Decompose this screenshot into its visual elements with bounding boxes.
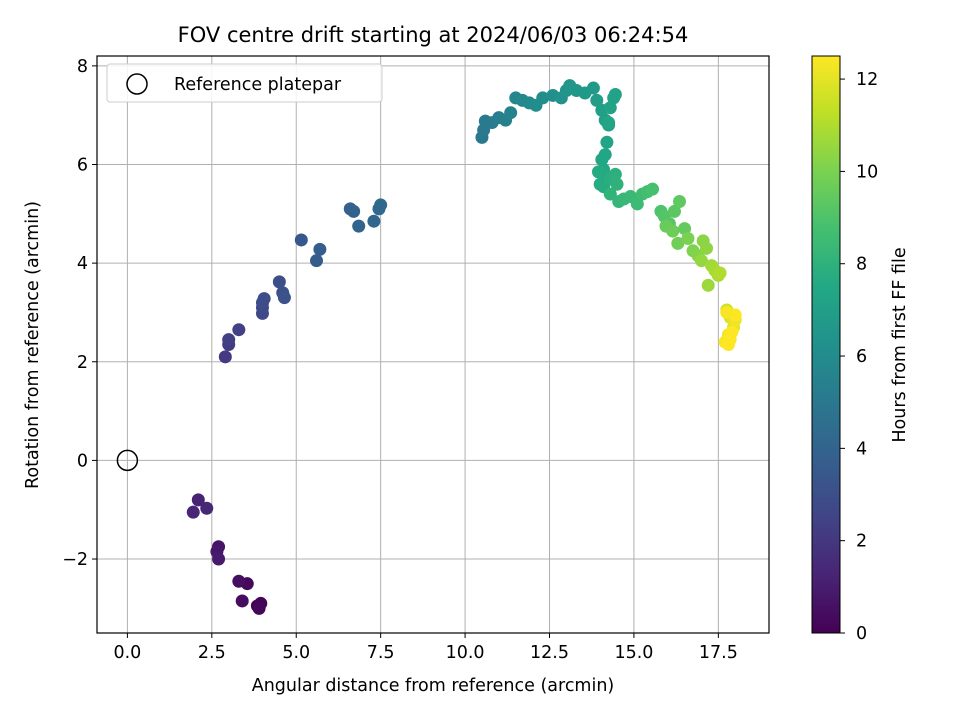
- y-axis-label: Rotation from reference (arcmin): [23, 201, 43, 489]
- data-point: [212, 552, 226, 566]
- data-point: [309, 254, 323, 268]
- data-point: [600, 135, 614, 149]
- plot-area-frame: [96, 55, 770, 634]
- colorbar-tick-label: 10: [856, 162, 878, 182]
- data-point: [610, 177, 624, 191]
- data-point: [595, 153, 609, 167]
- colorbar-tick-label: 0: [856, 624, 867, 644]
- data-point: [603, 187, 617, 201]
- data-point: [352, 219, 366, 233]
- data-point: [235, 594, 249, 608]
- data-point: [294, 233, 308, 247]
- y-tick-label: 2: [77, 353, 88, 373]
- data-point: [701, 278, 715, 292]
- data-point: [720, 305, 734, 319]
- data-point: [671, 236, 685, 250]
- colorbar-gradient: [811, 55, 841, 634]
- data-point: [272, 275, 286, 289]
- data-point: [591, 165, 605, 179]
- x-tick-label: 2.5: [198, 643, 226, 663]
- legend-marker-circle: [126, 73, 148, 95]
- chart-title: FOV centre drift starting at 2024/06/03 …: [178, 23, 689, 47]
- data-point: [277, 291, 291, 305]
- grid-lines: [97, 56, 769, 633]
- data-point: [374, 198, 388, 212]
- y-tick-label: 4: [77, 254, 88, 274]
- data-point: [200, 501, 214, 515]
- data-point: [347, 204, 361, 218]
- colorbar-ticks: 0 2 4 6 8 10 12: [840, 70, 878, 644]
- data-point: [645, 182, 659, 196]
- data-point: [721, 338, 735, 351]
- data-point: [232, 323, 246, 337]
- data-point: [630, 197, 644, 211]
- colorbar: 0 2 4 6 8 10 12 Hours from first FF file: [811, 55, 910, 644]
- y-tick-label: −2: [62, 550, 88, 570]
- legend-box: [106, 63, 383, 103]
- y-axis-ticks: −2 0 2 4 6 8: [62, 57, 97, 570]
- colorbar-tick-label: 12: [856, 70, 878, 90]
- data-point: [608, 87, 622, 101]
- y-tick-label: 8: [77, 57, 88, 77]
- data-point: [191, 493, 205, 507]
- colorbar-tick-label: 4: [856, 439, 867, 459]
- data-point: [257, 292, 271, 306]
- data-point: [681, 231, 695, 245]
- data-point: [678, 222, 692, 236]
- data-point: [218, 350, 232, 364]
- x-axis-ticks: 0.0 2.5 5.0 7.5 10.0 12.5 15.0 17.5: [113, 633, 738, 663]
- x-axis-label: Angular distance from reference (arcmin): [252, 676, 615, 696]
- data-point: [504, 106, 518, 120]
- data-point: [694, 254, 708, 268]
- x-tick-label: 12.5: [530, 643, 569, 663]
- colorbar-tick-label: 6: [856, 347, 867, 367]
- data-point: [673, 194, 687, 208]
- data-point: [586, 81, 600, 95]
- data-point: [725, 325, 739, 339]
- data-point: [608, 167, 622, 181]
- data-point: [666, 224, 680, 238]
- data-point: [667, 204, 681, 218]
- data-point: [590, 93, 604, 107]
- x-tick-label: 0.0: [113, 643, 141, 663]
- data-point: [536, 91, 550, 105]
- data-point: [603, 101, 617, 115]
- data-point: [700, 241, 714, 255]
- y-tick-label: 6: [77, 155, 88, 175]
- data-point: [252, 601, 266, 615]
- legend-entry-reference-platepar: Reference platepar: [174, 75, 342, 95]
- x-tick-label: 10.0: [446, 643, 485, 663]
- x-tick-label: 5.0: [282, 643, 310, 663]
- data-point: [232, 574, 246, 588]
- x-tick-label: 7.5: [367, 643, 395, 663]
- data-point: [713, 266, 727, 280]
- y-tick-label: 0: [77, 451, 88, 471]
- data-point: [313, 242, 327, 256]
- x-tick-label: 17.5: [699, 643, 738, 663]
- legend: Reference platepar: [106, 63, 383, 103]
- colorbar-label: Hours from first FF file: [890, 247, 910, 442]
- x-tick-label: 15.0: [614, 643, 653, 663]
- data-point: [602, 116, 616, 130]
- colorbar-tick-label: 2: [856, 532, 867, 552]
- scatter-points: [116, 79, 742, 615]
- data-point: [222, 333, 236, 347]
- reference-platepar-marker: [116, 449, 139, 472]
- data-point: [367, 214, 381, 228]
- data-point: [186, 505, 200, 519]
- colorbar-tick-label: 8: [856, 255, 867, 275]
